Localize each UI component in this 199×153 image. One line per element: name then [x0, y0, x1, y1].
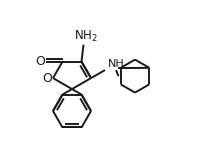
Text: NH: NH: [108, 59, 125, 69]
Text: O: O: [35, 55, 45, 68]
Text: NH$_2$: NH$_2$: [74, 29, 97, 44]
Text: O: O: [42, 72, 52, 85]
